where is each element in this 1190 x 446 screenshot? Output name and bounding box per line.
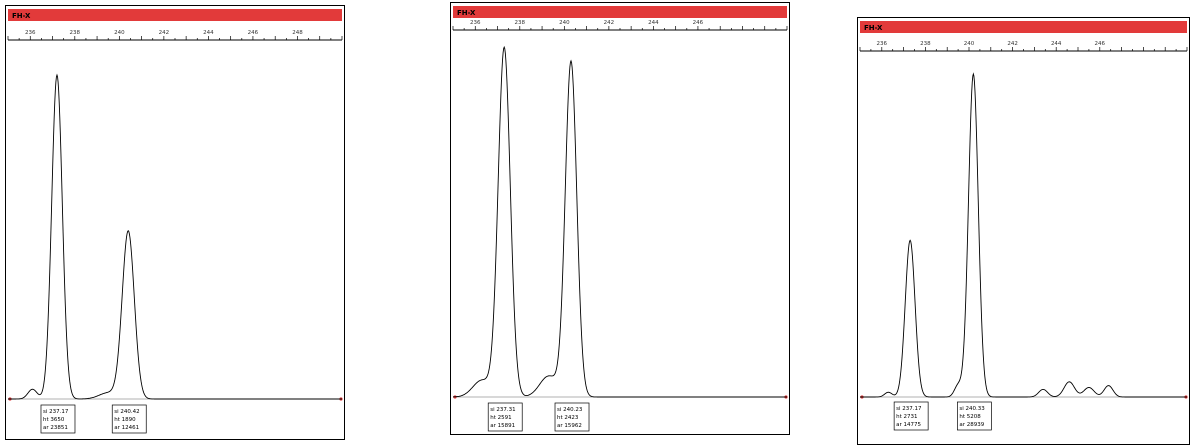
x-tick-label: 244 bbox=[203, 30, 214, 36]
peak-label-si: si 240.23 bbox=[557, 407, 583, 413]
title-bar bbox=[860, 21, 1187, 33]
peak-label-ht: ht 2591 bbox=[490, 415, 511, 421]
peak-label-box bbox=[40, 404, 76, 434]
peak-label-ar: ar 15962 bbox=[557, 423, 582, 429]
peak-label-box bbox=[957, 401, 992, 431]
peak-label-ar: ar 23851 bbox=[43, 425, 68, 431]
x-tick-label: 242 bbox=[159, 30, 170, 36]
x-tick-label: 240 bbox=[559, 20, 570, 26]
x-tick-label: 236 bbox=[470, 20, 481, 26]
x-tick-label: 246 bbox=[1095, 41, 1106, 47]
chart-title: FH-X bbox=[864, 24, 883, 32]
x-tick-label: 244 bbox=[648, 20, 659, 26]
chart-svg: FH-X 236 238 240 242 244 246 si 237.31 ht 2591 ar… bbox=[452, 6, 788, 432]
peak-label-ht: ht 3650 bbox=[43, 417, 65, 423]
peak-label-box bbox=[893, 401, 929, 431]
trace-line bbox=[8, 73, 342, 400]
x-tick-label: 242 bbox=[604, 20, 615, 26]
peak-label-ht: ht 2423 bbox=[557, 415, 579, 421]
chart-title: FH-X bbox=[12, 12, 31, 20]
peak-label-ht: ht 1890 bbox=[114, 417, 136, 423]
peak-label-ht: ht 2731 bbox=[896, 414, 917, 420]
x-tick-label: 246 bbox=[248, 30, 259, 36]
chart-title: FH-X bbox=[457, 9, 476, 17]
electropherogram-panel-3: FH-X 236 238 240 242 244 246 si 237.17 ht 2731 ar… bbox=[857, 17, 1190, 445]
trace-line bbox=[452, 45, 787, 398]
peak-label-ht: ht 5208 bbox=[959, 414, 981, 420]
peak-label-si: si 237.17 bbox=[43, 409, 69, 415]
chart-svg: FH-X 236 238 240 242 244 246 248 si 237.17 ht 365… bbox=[7, 9, 343, 434]
peak-label-ar: ar 15891 bbox=[490, 423, 515, 429]
peak-label-ar: ar 14775 bbox=[896, 422, 921, 428]
peak-label-si: si 240.42 bbox=[114, 409, 139, 415]
trace-line bbox=[860, 72, 1187, 398]
peak-label-box bbox=[111, 404, 147, 434]
electropherogram-panel-2: FH-X 236 238 240 242 244 246 si 237.31 ht 2591 ar… bbox=[450, 2, 790, 435]
x-tick-label: 238 bbox=[920, 41, 931, 47]
peak-label-ar: ar 12461 bbox=[114, 425, 139, 431]
peak-label-si: si 237.17 bbox=[896, 406, 922, 412]
peak-label-ar: ar 28939 bbox=[959, 422, 984, 428]
x-tick-label: 248 bbox=[292, 30, 303, 36]
x-tick-label: 238 bbox=[515, 20, 526, 26]
x-tick-label: 242 bbox=[1007, 41, 1018, 47]
chart-svg: FH-X 236 238 240 242 244 246 si 237.17 ht 2731 ar… bbox=[859, 21, 1188, 431]
x-tick-label: 236 bbox=[25, 30, 36, 36]
peak-label-si: si 240.33 bbox=[959, 406, 985, 412]
title-bar bbox=[453, 6, 787, 18]
x-tick-label: 240 bbox=[114, 30, 125, 36]
x-tick-label: 240 bbox=[964, 41, 975, 47]
peak-label-box bbox=[487, 402, 523, 432]
x-tick-label: 238 bbox=[70, 30, 81, 36]
x-tick-label: 236 bbox=[877, 41, 888, 47]
x-tick-label: 246 bbox=[693, 20, 704, 26]
electropherogram-panel-1: FH-X 236 238 240 242 244 246 248 si 237.17 ht 365… bbox=[5, 5, 345, 440]
title-bar bbox=[8, 9, 342, 21]
peak-label-si: si 237.31 bbox=[490, 407, 515, 413]
x-tick-label: 244 bbox=[1051, 41, 1062, 47]
peak-label-box bbox=[554, 402, 590, 432]
